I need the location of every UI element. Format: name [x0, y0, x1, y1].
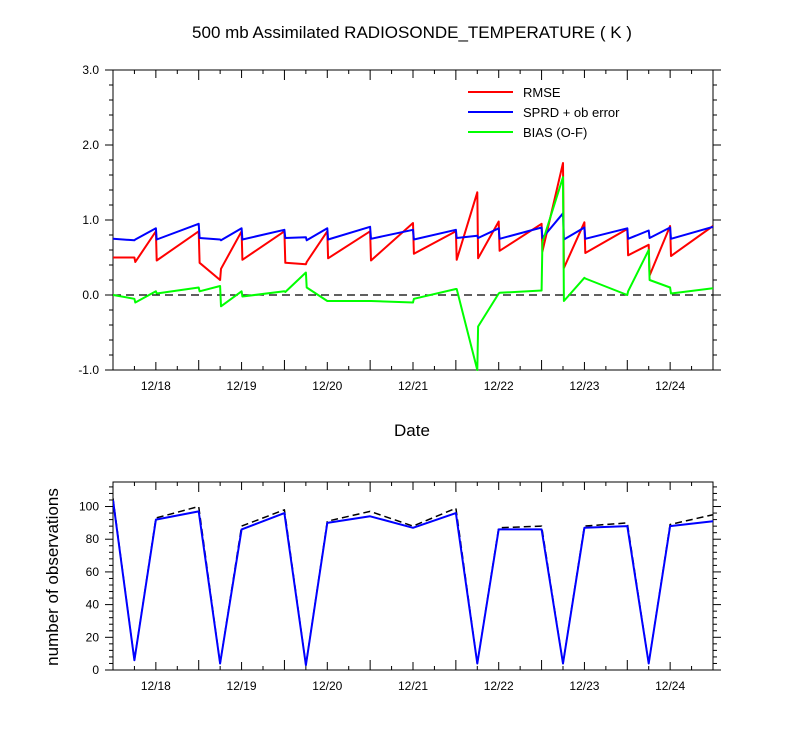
series-line-rmse [113, 162, 713, 281]
x-tick-label: 12/23 [569, 379, 599, 393]
y-tick-label: 20 [86, 630, 100, 644]
top-panel: 12/18 12/19 12/20 12/21 12/22 12/23 12/24 -1.0 0… [78, 63, 721, 393]
x-tick-label: 12/20 [312, 679, 342, 693]
x-tick-label: 12/22 [484, 379, 514, 393]
y-tick-label: 80 [86, 532, 100, 546]
legend-rmse-label: RMSE [523, 85, 561, 100]
x-tick-label: 12/18 [141, 679, 171, 693]
series-line-count_used [113, 499, 713, 667]
x-tick-label: 12/18 [141, 379, 171, 393]
x-axis-label: Date [394, 421, 430, 440]
series-line-bias-o-f- [113, 176, 713, 371]
x-tick-label: 12/24 [655, 379, 685, 393]
x-tick-label: 12/19 [227, 379, 257, 393]
series-line-sprd-ob-error [113, 212, 713, 242]
x-tick-label: 12/23 [569, 679, 599, 693]
y-tick-label: 1.0 [82, 213, 99, 227]
x-tick-label: 12/21 [398, 679, 428, 693]
x-tick-label: 12/24 [655, 679, 685, 693]
x-tick-label: 12/21 [398, 379, 428, 393]
y-axis-label-observations: number of observations [43, 488, 62, 666]
y-tick-label: 2.0 [82, 138, 99, 152]
bottom-panel: 12/18 12/19 12/20 12/21 12/22 12/23 12/24 0 20 40… [79, 481, 721, 693]
plot-frame [112, 69, 714, 371]
legend-bias-label: BIAS (O-F) [523, 125, 587, 140]
y-tick-label: 3.0 [82, 63, 99, 77]
chart-title: 500 mb Assimilated RADIOSONDE_TEMPERATUR… [192, 23, 632, 42]
y-tick-label: 100 [79, 500, 99, 514]
x-tick-label: 12/20 [312, 379, 342, 393]
x-tick-label: 12/19 [227, 679, 257, 693]
y-tick-label: 40 [86, 598, 100, 612]
y-tick-label: 0 [92, 663, 99, 677]
y-tick-label: 0.0 [82, 288, 99, 302]
y-tick-label: -1.0 [78, 363, 99, 377]
legend-sprd-label: SPRD + ob error [523, 105, 620, 120]
plot-frame [112, 481, 714, 671]
x-tick-label: 12/22 [484, 679, 514, 693]
series-line-count_total [113, 498, 713, 666]
y-tick-label: 60 [86, 565, 100, 579]
